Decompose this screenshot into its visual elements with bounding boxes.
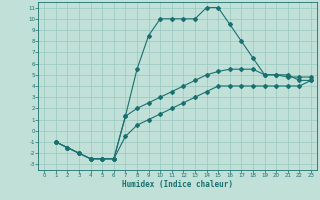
X-axis label: Humidex (Indice chaleur): Humidex (Indice chaleur): [122, 180, 233, 189]
